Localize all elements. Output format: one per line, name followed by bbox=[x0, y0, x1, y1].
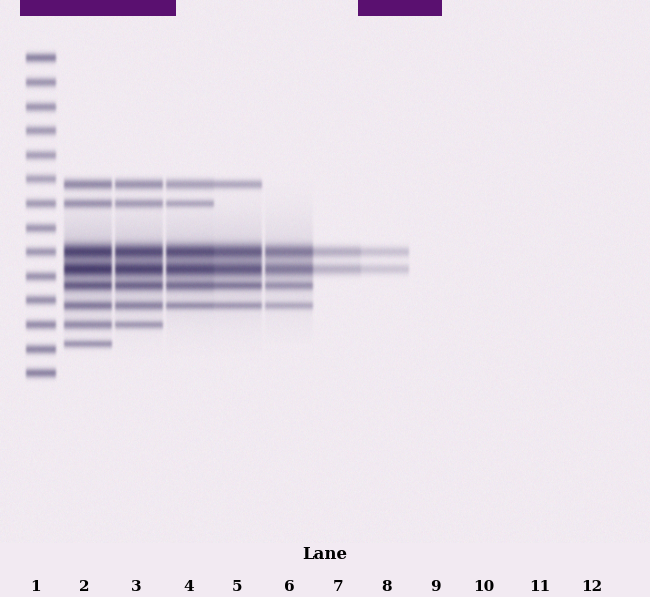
Text: 9: 9 bbox=[430, 580, 441, 595]
Text: 10: 10 bbox=[474, 580, 495, 595]
Text: 4: 4 bbox=[183, 580, 194, 595]
Text: Lane: Lane bbox=[302, 546, 348, 562]
Text: 5: 5 bbox=[232, 580, 242, 595]
Text: 3: 3 bbox=[131, 580, 142, 595]
Bar bbox=[20, 0, 176, 16]
Text: 7: 7 bbox=[333, 580, 343, 595]
Bar bbox=[358, 0, 442, 16]
Text: 12: 12 bbox=[581, 580, 602, 595]
Text: 6: 6 bbox=[284, 580, 294, 595]
Text: 2: 2 bbox=[79, 580, 90, 595]
Text: 8: 8 bbox=[382, 580, 392, 595]
Text: 11: 11 bbox=[529, 580, 550, 595]
Text: 1: 1 bbox=[31, 580, 41, 595]
